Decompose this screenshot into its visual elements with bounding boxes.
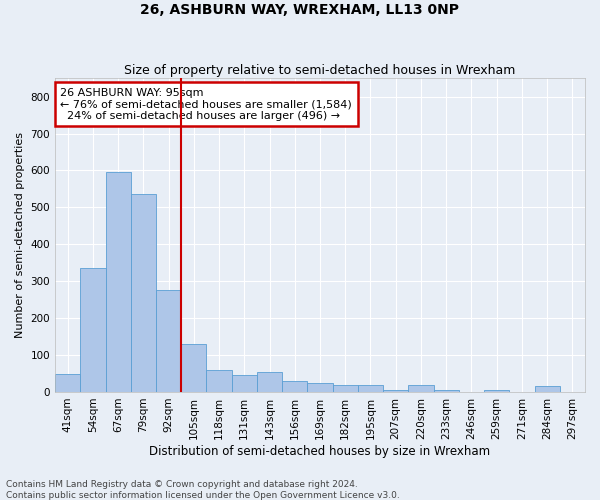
Bar (131, 194, 156, 392)
Bar (535, 386, 560, 392)
Bar (156, 290, 181, 392)
Bar (332, 384, 358, 392)
Y-axis label: Number of semi-detached properties: Number of semi-detached properties (15, 132, 25, 338)
Bar (484, 390, 509, 392)
Bar (434, 390, 459, 392)
Bar (232, 376, 257, 392)
Title: Size of property relative to semi-detached houses in Wrexham: Size of property relative to semi-detach… (124, 64, 516, 77)
Bar (106, 172, 131, 392)
Bar (80, 268, 106, 392)
X-axis label: Distribution of semi-detached houses by size in Wrexham: Distribution of semi-detached houses by … (149, 444, 491, 458)
Bar (358, 384, 383, 392)
Bar (282, 381, 307, 392)
Text: Contains HM Land Registry data © Crown copyright and database right 2024.
Contai: Contains HM Land Registry data © Crown c… (6, 480, 400, 500)
Text: 26 ASHBURN WAY: 95sqm
← 76% of semi-detached houses are smaller (1,584)
  24% of: 26 ASHBURN WAY: 95sqm ← 76% of semi-deta… (61, 88, 352, 121)
Bar (383, 390, 409, 392)
Bar (55, 374, 80, 392)
Bar (409, 384, 434, 392)
Bar (307, 382, 332, 392)
Bar (206, 370, 232, 392)
Bar (257, 372, 282, 392)
Bar (181, 344, 206, 392)
Text: 26, ASHBURN WAY, WREXHAM, LL13 0NP: 26, ASHBURN WAY, WREXHAM, LL13 0NP (140, 2, 460, 16)
